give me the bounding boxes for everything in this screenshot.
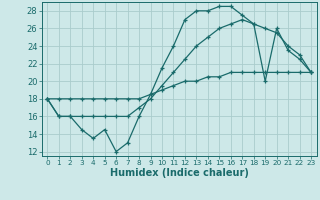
X-axis label: Humidex (Indice chaleur): Humidex (Indice chaleur) <box>110 168 249 178</box>
